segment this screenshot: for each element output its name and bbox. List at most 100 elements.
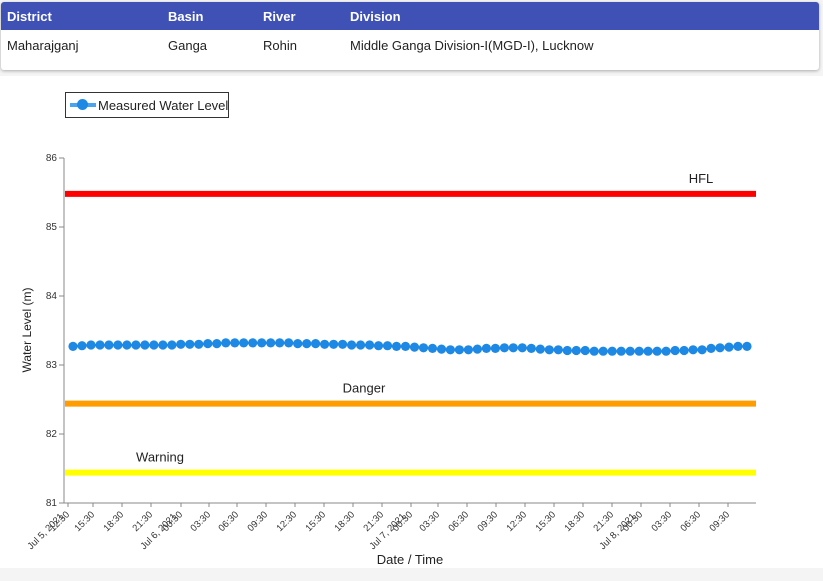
data-point [553, 345, 563, 355]
data-point [239, 338, 249, 348]
y-tick-label: 85 [46, 222, 58, 233]
data-point [329, 339, 339, 349]
data-point [293, 339, 303, 349]
data-point [571, 345, 581, 356]
x-tick-label: 09:30 [708, 509, 733, 534]
table-row: Maharajganj Ganga Rohin Middle Ganga Div… [1, 30, 819, 62]
cell-district: Maharajganj [7, 38, 79, 53]
data-point [742, 341, 752, 351]
data-point [158, 340, 168, 350]
data-point [508, 343, 518, 353]
data-point [724, 342, 734, 352]
data-point [68, 341, 78, 351]
data-point [616, 346, 626, 356]
data-point [131, 340, 141, 350]
data-point [167, 340, 177, 350]
data-point [95, 340, 105, 350]
x-tick-label: 03:30 [650, 509, 675, 534]
data-point [562, 345, 572, 356]
x-tick-label: 06:30 [217, 509, 242, 534]
data-point [140, 340, 150, 350]
data-point [436, 344, 447, 354]
data-point [185, 339, 195, 349]
data-point [661, 346, 671, 356]
x-axis-title: Date / Time [377, 552, 443, 567]
data-point [517, 343, 527, 353]
legend-dot-marker [77, 99, 88, 110]
data-point [526, 343, 536, 353]
data-point [454, 345, 464, 355]
data-point [472, 344, 482, 354]
threshold-label-danger: Danger [343, 381, 386, 396]
y-tick-label: 81 [46, 498, 58, 509]
data-point [149, 340, 159, 350]
data-point [338, 339, 348, 349]
x-tick-label: 12:30 [275, 509, 300, 534]
data-point [688, 345, 698, 355]
table-header-row: District Basin River Division [1, 2, 819, 30]
threshold-label-warning: Warning [136, 450, 184, 465]
cell-division: Middle Ganga Division-I(MGD-I), Lucknow [350, 38, 594, 53]
data-point [77, 341, 87, 351]
data-point [409, 342, 420, 352]
data-point [706, 343, 716, 353]
x-tick-label: Jul 5, 2021 [25, 511, 66, 552]
cell-basin: Ganga [168, 38, 208, 53]
chart-legend[interactable]: Measured Water Level [65, 92, 229, 118]
data-point [113, 340, 123, 350]
x-tick-label: 15:30 [534, 509, 559, 534]
data-point [445, 345, 455, 355]
header-division: Division [350, 9, 401, 24]
data-point [248, 338, 258, 348]
data-point [544, 345, 554, 355]
data-point [697, 345, 707, 355]
legend-label: Measured Water Level [98, 98, 229, 113]
data-point [733, 341, 743, 351]
x-tick-label: 03:30 [189, 509, 214, 534]
chart-panel [0, 76, 823, 568]
data-point [302, 339, 312, 349]
threshold-label-hfl: HFL [689, 171, 714, 186]
data-point [634, 346, 644, 356]
data-point [320, 339, 330, 349]
data-point [400, 341, 411, 351]
data-point [535, 344, 545, 354]
data-point [598, 346, 608, 356]
data-point [203, 339, 213, 349]
x-tick-label: 09:30 [476, 509, 501, 534]
data-point [347, 340, 357, 350]
x-tick-label: 18:30 [563, 509, 588, 534]
cell-river: Rohin [263, 38, 297, 53]
data-point [373, 341, 384, 351]
x-tick-label: 12:30 [505, 509, 530, 534]
data-point [356, 340, 366, 350]
data-point [670, 345, 680, 356]
data-point [652, 346, 662, 356]
y-tick-label: 84 [46, 291, 58, 302]
x-tick-label: 18:30 [333, 509, 358, 534]
data-point [391, 341, 402, 351]
data-point [463, 345, 473, 355]
header-basin: Basin [168, 9, 204, 24]
x-tick-label: 09:30 [246, 509, 271, 534]
y-tick-label: 82 [46, 429, 58, 440]
data-point [580, 345, 590, 356]
data-point [284, 338, 294, 348]
data-point [194, 339, 204, 349]
data-point [230, 338, 240, 348]
data-point [625, 346, 635, 356]
data-point [257, 338, 267, 348]
x-tick-label: 06:30 [679, 509, 704, 534]
data-point [589, 346, 599, 356]
y-tick-label: 83 [46, 360, 58, 371]
data-point [481, 343, 491, 353]
data-point [275, 338, 285, 348]
x-tick-label: 06:30 [447, 509, 472, 534]
data-point [418, 343, 429, 353]
data-point [104, 340, 114, 350]
y-tick-label: 86 [46, 153, 58, 164]
data-point [266, 338, 276, 348]
data-point [365, 340, 375, 350]
data-point [221, 338, 231, 348]
